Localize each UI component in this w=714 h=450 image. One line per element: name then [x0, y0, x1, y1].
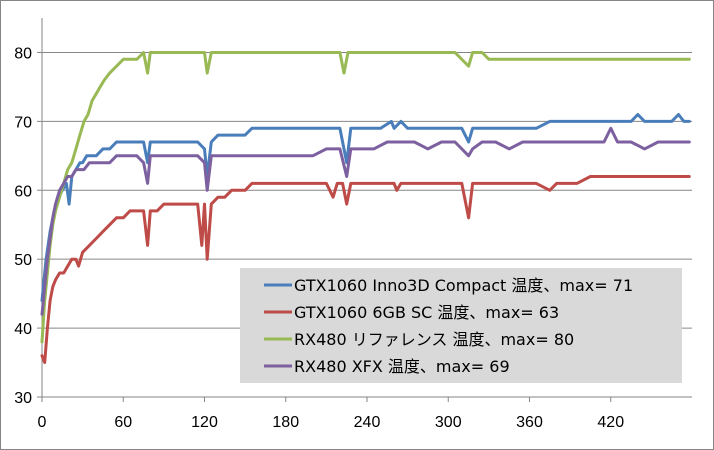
series-line-3 [40, 51, 691, 344]
legend-label-4: RX480 XFX 温度、max= 69 [294, 357, 510, 376]
legend-label-1: GTX1060 Inno3D Compact 温度、max= 71 [294, 276, 633, 295]
x-tick-label: 180 [272, 414, 299, 431]
legend-box [240, 268, 682, 383]
y-tick-label: 30 [14, 390, 32, 407]
y-tick-label: 40 [14, 321, 32, 338]
series-line-4 [40, 126, 691, 316]
y-tick-label: 60 [14, 183, 32, 200]
x-tick-label: 240 [354, 414, 381, 431]
series-lines [40, 51, 691, 364]
x-tick-label: 420 [597, 414, 624, 431]
y-tick-label: 50 [14, 252, 32, 269]
legend-label-3: RX480 リファレンス 温度、max= 80 [294, 330, 574, 349]
series-line-2 [40, 175, 691, 364]
x-tick-label: 60 [114, 414, 132, 431]
x-tick-label: 0 [38, 414, 47, 431]
x-tick-label: 360 [516, 414, 543, 431]
series-line-1 [40, 113, 691, 302]
legend-label-2: GTX1060 6GB SC 温度、max= 63 [294, 303, 559, 322]
y-tick-label: 70 [14, 114, 32, 131]
legend: GTX1060 Inno3D Compact 温度、max= 71 GTX1060… [240, 268, 682, 383]
y-tick-label: 80 [14, 45, 32, 62]
x-tick-label: 120 [191, 414, 218, 431]
x-tick-label: 300 [435, 414, 462, 431]
